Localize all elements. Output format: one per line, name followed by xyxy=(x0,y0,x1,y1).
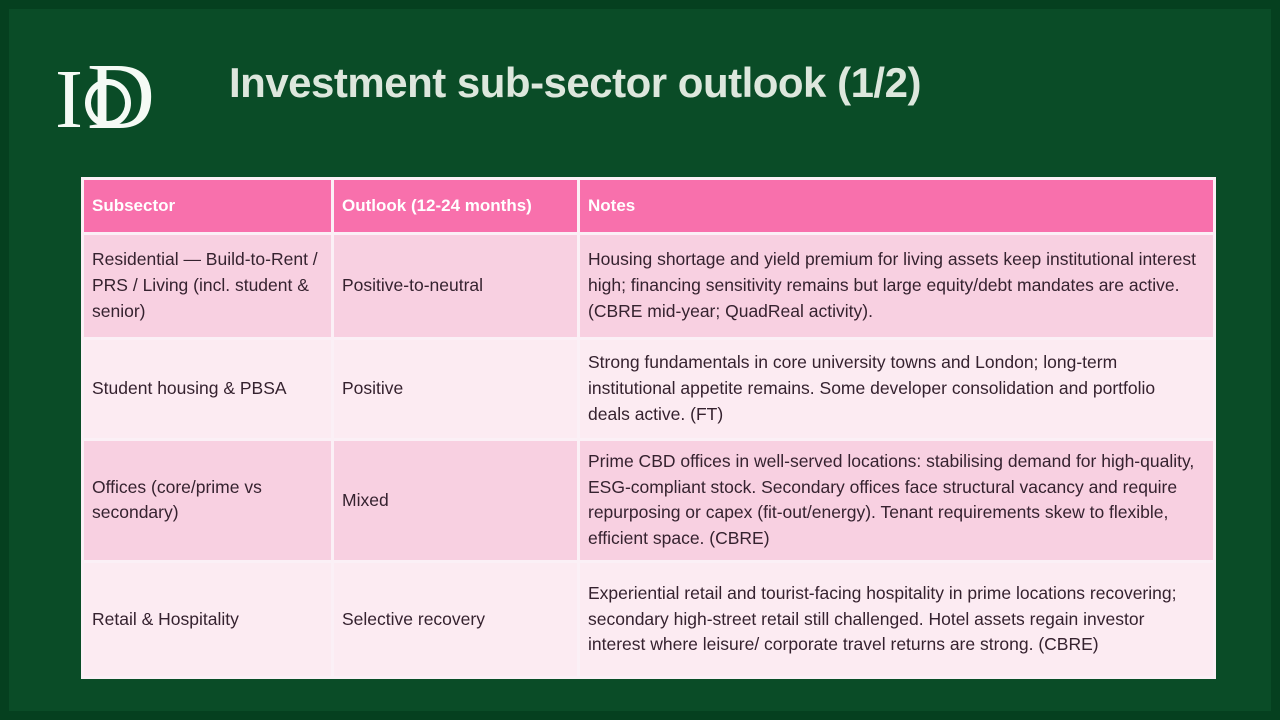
cell-notes: Strong fundamentals in core university t… xyxy=(580,340,1213,438)
cell-outlook: Selective recovery xyxy=(334,562,577,676)
table-row: Residential — Build-to-Rent / PRS / Livi… xyxy=(84,235,1213,337)
cell-outlook: Positive xyxy=(334,340,577,438)
iod-logo: I D xyxy=(55,45,175,146)
header-row: Subsector Outlook (12-24 months) Notes xyxy=(84,180,1213,232)
o-ring-icon xyxy=(85,79,131,127)
cell-subsector: Offices (core/prime vs secondary) xyxy=(84,441,331,560)
cell-notes: Experiential retail and tourist-facing h… xyxy=(580,562,1213,676)
table-row: Offices (core/prime vs secondary) Mixed … xyxy=(84,441,1213,560)
outlook-table: Subsector Outlook (12-24 months) Notes R… xyxy=(81,177,1216,679)
column-header-subsector: Subsector xyxy=(84,180,331,232)
cell-outlook: Positive-to-neutral xyxy=(334,235,577,337)
column-header-notes: Notes xyxy=(580,180,1213,232)
cell-subsector: Student housing & PBSA xyxy=(84,340,331,438)
cell-subsector: Residential — Build-to-Rent / PRS / Livi… xyxy=(84,235,331,337)
slide-title: Investment sub-sector outlook (1/2) xyxy=(229,59,921,106)
logo-letter-i: I xyxy=(55,53,83,146)
cell-outlook: Mixed xyxy=(334,441,577,560)
cell-notes: Prime CBD offices in well-served locatio… xyxy=(580,441,1213,560)
column-header-outlook: Outlook (12-24 months) xyxy=(334,180,577,232)
cell-subsector: Retail & Hospitality xyxy=(84,562,331,676)
cell-notes: Housing shortage and yield premium for l… xyxy=(580,235,1213,337)
table-row: Retail & Hospitality Selective recovery … xyxy=(84,562,1213,676)
table-row: Student housing & PBSA Positive Strong f… xyxy=(84,340,1213,438)
